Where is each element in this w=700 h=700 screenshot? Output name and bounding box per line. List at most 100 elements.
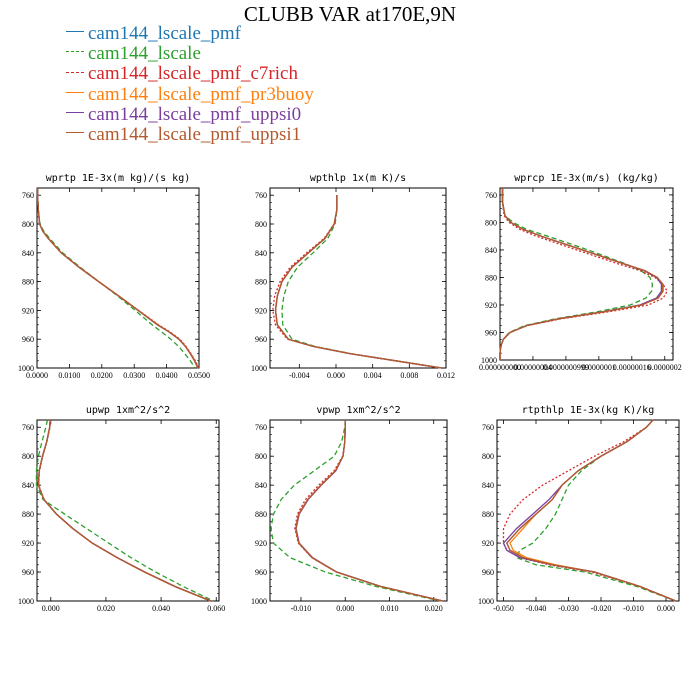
series-line-cam144_lscale_pmf_uppsi0 [295,420,444,602]
legend-swatch [66,132,84,134]
y-tick-label: 760 [255,191,267,200]
y-tick-label: 960 [255,335,267,344]
plot-panel: wprcp 1E-3x(m/s) (kg/kg) 760 800 840 880 920 9… [479,173,682,372]
x-tick-label: 0.000 [336,604,354,613]
y-tick-label: 840 [482,481,494,490]
x-tick-label: 0.060 [207,604,225,613]
series-line-cam144_lscale_pmf [499,188,663,360]
x-tick-label: -0.030 [558,604,579,613]
series-line-cam144_lscale [35,419,214,602]
legend-item: cam144_lscale [66,44,314,64]
series-line-cam144_lscale_pmf_pr3buoy [295,420,443,602]
y-tick-label: 840 [22,249,34,258]
plot-panel: wpthlp 1x(m K)/s 760 800 840 880 920 960 1000 -0… [251,173,455,380]
legend-item: cam144_lscale_pmf_uppsi1 [66,123,314,145]
legend-label: cam144_lscale_pmf_pr3buoy [88,83,314,105]
y-tick-label: 920 [22,539,34,548]
plot-panel: rtpthlp 1E-3x(kg K)/kg 760 800 840 880 920 960… [478,405,680,613]
plot-frame [269,187,447,369]
y-tick-label: 960 [485,328,497,337]
series-line-cam144_lscale_pmf_uppsi1 [37,419,211,602]
series-line-cam144_lscale_pmf_uppsi0 [499,188,663,360]
x-tick-label: 0.0500 [188,371,210,380]
panel-title: vpwp 1xm^2/s^2 [316,405,400,416]
series-line-cam144_lscale_pmf_uppsi1 [295,420,443,602]
y-tick-label: 760 [485,191,497,200]
panel-title: upwp 1xm^2/s^2 [86,405,170,416]
x-tick-label: 0.000000000 [479,363,521,372]
series-line-cam144_lscale [281,195,443,369]
plot-frame [269,419,448,602]
legend-label: cam144_lscale_pmf_uppsi1 [88,123,302,145]
y-tick-label: 1000 [478,597,494,606]
series-line-cam144_lscale [270,419,441,602]
y-tick-label: 840 [485,246,497,255]
series-line-cam144_lscale_pmf_c7rich [38,419,211,602]
y-tick-label: 840 [22,481,34,490]
x-tick-label: 0.000 [327,371,345,380]
panel-title: wpthlp 1x(m K)/s [310,173,406,184]
series-line-cam144_lscale [499,188,654,360]
x-tick-label: -0.040 [526,604,547,613]
legend: cam144_lscale_pmf cam144_lscale cam144_l… [66,23,314,145]
y-tick-label: 800 [485,218,497,227]
y-tick-label: 880 [485,273,497,282]
x-tick-label: 0.000 [657,604,675,613]
x-tick-label: 0.0400 [156,371,178,380]
plot-panel: vpwp 1xm^2/s^2 760 800 840 880 920 960 1000 -0.0… [251,405,448,613]
series-line-cam144_lscale_pmf_c7rich [499,188,668,360]
page-title: CLUBB VAR at170E,9N [243,2,457,26]
series-line-cam144_lscale [36,188,196,369]
y-tick-label: 760 [22,423,34,432]
series-line-cam144_lscale_pmf [36,188,199,369]
legend-swatch [66,111,84,113]
y-tick-label: 960 [255,568,267,577]
x-tick-label: 0.00000016 [613,363,651,372]
y-tick-label: 960 [22,568,34,577]
series-line-cam144_lscale_pmf_uppsi1 [36,188,199,369]
legend-item: cam144_lscale_pmf_c7rich [66,64,314,84]
panel-title: rtpthlp 1E-3x(kg K)/kg [522,405,654,416]
x-tick-label: -0.004 [289,371,310,380]
y-tick-label: 800 [482,452,494,461]
y-tick-label: 960 [482,568,494,577]
x-tick-label: 0.004 [364,371,382,380]
plot-panel: wprtp 1E-3x(m kg)/(s kg) 760 800 840 880 920 9… [18,173,210,380]
y-tick-label: 880 [22,510,34,519]
series-line-cam144_lscale_pmf_pr3buoy [37,419,211,602]
series-line-cam144_lscale_pmf_uppsi0 [36,188,199,369]
legend-label: cam144_lscale_pmf [88,23,242,44]
x-tick-label: 0.020 [425,604,443,613]
y-tick-label: 880 [482,510,494,519]
legend-label: cam144_lscale [88,43,201,65]
series-line-cam144_lscale_pmf_c7rich [294,420,443,602]
series-line-cam144_lscale_pmf_uppsi1 [499,188,664,360]
y-tick-label: 880 [255,510,267,519]
plot-panel: upwp 1xm^2/s^2 760 800 840 880 920 960 1000 0.00… [18,405,225,613]
x-tick-label: -0.050 [493,604,514,613]
y-tick-label: 800 [22,220,34,229]
y-tick-label: 760 [22,191,34,200]
x-tick-label: 0.0000000999 [543,363,589,372]
series-line-cam144_lscale_pmf_uppsi0 [37,419,212,602]
y-tick-label: 800 [22,452,34,461]
x-tick-label: 0.012 [437,371,455,380]
x-tick-label: 0.0200 [91,371,113,380]
y-tick-label: 920 [22,306,34,315]
x-tick-label: 0.0100 [58,371,80,380]
series-line-cam144_lscale_pmf_c7rich [272,195,442,369]
plot-frame [36,419,220,602]
y-tick-label: 1000 [18,364,34,373]
y-tick-label: 840 [255,481,267,490]
series-line-cam144_lscale_pmf_uppsi1 [506,419,677,602]
y-tick-label: 1000 [481,356,497,365]
y-tick-label: 800 [255,452,267,461]
legend-swatch [66,91,84,93]
x-tick-label: -0.020 [591,604,612,613]
y-tick-label: 960 [22,335,34,344]
series-line-cam144_lscale_pmf_pr3buoy [499,188,663,360]
plot-frame [496,419,680,602]
y-tick-label: 920 [482,539,494,548]
y-tick-label: 1000 [18,597,34,606]
